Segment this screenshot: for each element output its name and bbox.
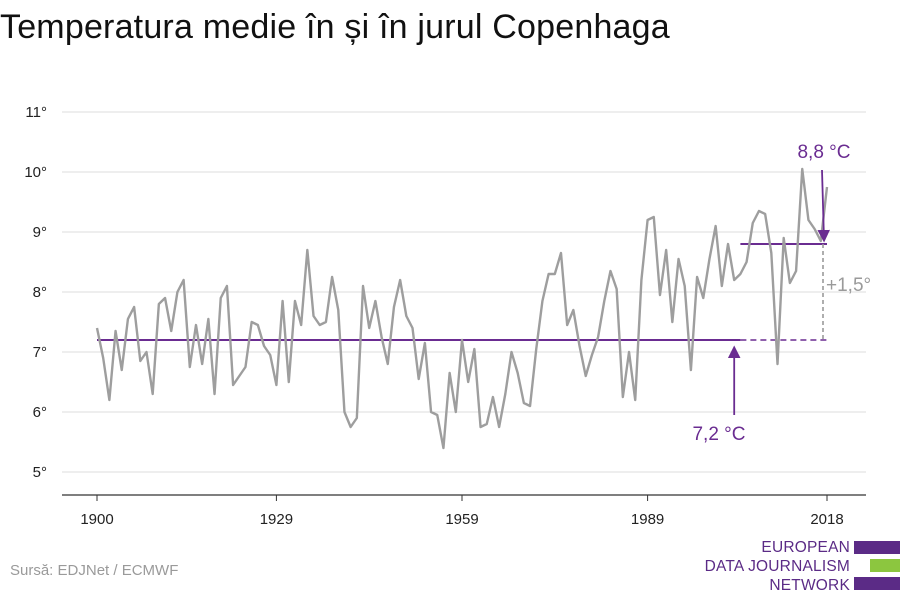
page-title: Temperatura medie în și în jurul Copenha… bbox=[0, 8, 670, 46]
y-tick-label: 11° bbox=[25, 104, 47, 121]
temperature-series-line bbox=[95, 167, 829, 450]
logo-bar-purple-top bbox=[854, 541, 900, 554]
y-axis-ticks: 5° 6° 7° 8° 9° 10° 11° bbox=[24, 104, 47, 481]
y-tick-label: 5° bbox=[33, 464, 47, 481]
logo-text: EUROPEAN DATA JOURNALISM NETWORK bbox=[705, 538, 850, 595]
y-tick-label: 8° bbox=[33, 284, 47, 301]
logo-line-3: NETWORK bbox=[769, 577, 850, 594]
x-tick-label: 1959 bbox=[445, 511, 478, 528]
y-tick-label: 7° bbox=[33, 344, 47, 361]
overall-mean-label: 7,2 °C bbox=[692, 424, 745, 445]
source-note: Sursă: EDJNet / ECMWF bbox=[10, 562, 179, 579]
x-tick-label: 1900 bbox=[80, 511, 113, 528]
logo-bar-purple-bottom bbox=[854, 577, 900, 590]
x-tick-label: 2018 bbox=[810, 511, 843, 528]
annotations: 8,8 °C 7,2 °C +1,5° bbox=[692, 142, 871, 445]
x-axis-ticks: 1900 1929 1959 1989 2018 bbox=[80, 495, 844, 528]
logo-line-1: EUROPEAN bbox=[761, 539, 850, 556]
recent-mean-arrow bbox=[817, 169, 831, 243]
x-tick-label: 1929 bbox=[260, 511, 293, 528]
x-tick-label: 1989 bbox=[631, 511, 664, 528]
difference-label: +1,5° bbox=[826, 275, 871, 296]
y-tick-label: 6° bbox=[33, 404, 47, 421]
y-grid bbox=[62, 111, 866, 473]
recent-mean-label: 8,8 °C bbox=[797, 142, 850, 163]
y-tick-label: 10° bbox=[24, 164, 47, 181]
reference-lines bbox=[97, 243, 827, 341]
logo-bar-green bbox=[870, 559, 900, 572]
y-tick-label: 9° bbox=[33, 224, 47, 241]
logo-line-2: DATA JOURNALISM bbox=[704, 558, 850, 575]
edjnet-logo: EUROPEAN DATA JOURNALISM NETWORK bbox=[700, 538, 900, 596]
